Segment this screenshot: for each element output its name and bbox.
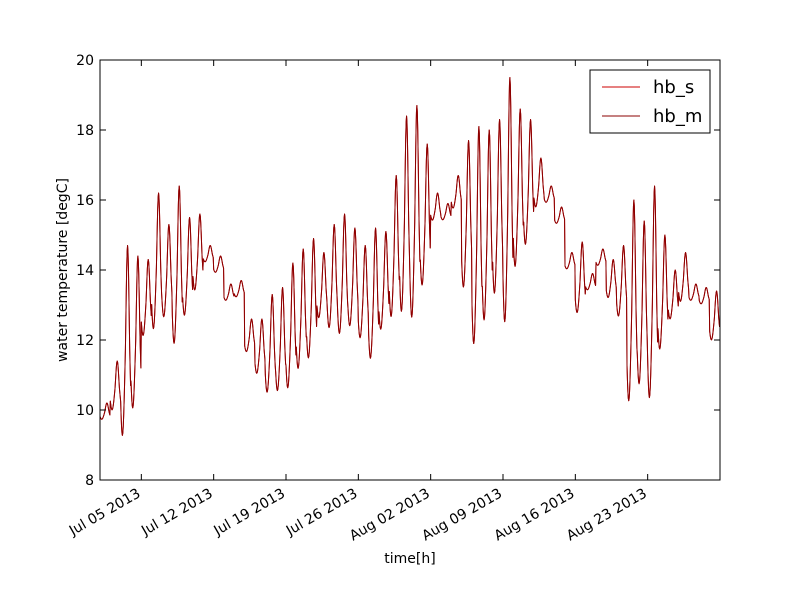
y-tick-label: 14 bbox=[76, 263, 94, 279]
y-tick-label: 12 bbox=[76, 333, 94, 349]
plot-area bbox=[100, 77, 720, 436]
legend-label-hb_s: hb_s bbox=[653, 77, 694, 98]
series-layer bbox=[100, 77, 720, 436]
series-line-hb_m bbox=[100, 77, 720, 436]
y-axis-label: water temperature [degC] bbox=[55, 178, 71, 362]
legend-box bbox=[589, 69, 711, 134]
y-tick-label: 18 bbox=[76, 123, 94, 139]
x-axis-label: time[h] bbox=[384, 551, 435, 567]
y-tick-label: 8 bbox=[85, 473, 94, 489]
y-tick-label: 10 bbox=[76, 403, 94, 419]
y-tick-label: 20 bbox=[76, 53, 94, 69]
y-axis: 8 10 12 14 16 18 20 bbox=[76, 53, 720, 489]
legend: hb_s hb_m bbox=[589, 69, 711, 134]
legend-label-hb_m: hb_m bbox=[653, 106, 702, 127]
y-tick-label: 16 bbox=[76, 193, 94, 209]
